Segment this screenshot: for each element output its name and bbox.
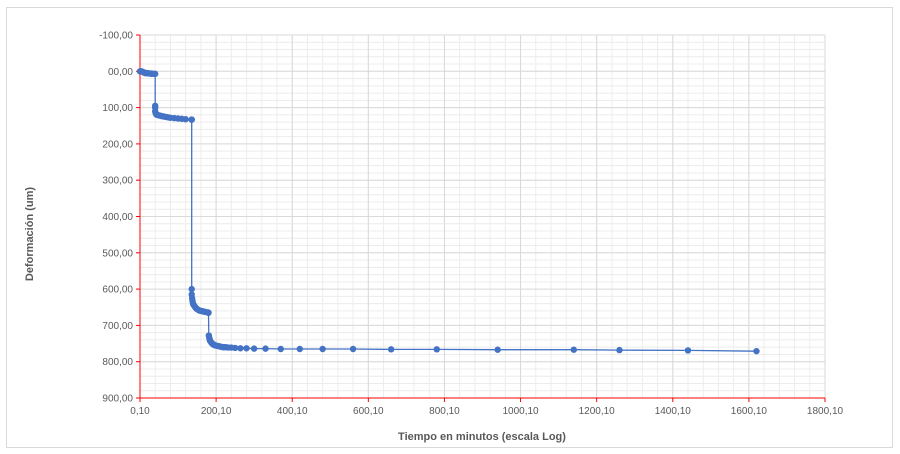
data-point (188, 116, 195, 123)
data-point (250, 345, 258, 352)
data-point (277, 345, 284, 353)
x-tick-label: 400,10 (277, 406, 308, 417)
data-point (753, 347, 760, 355)
data-point (188, 285, 195, 293)
data-point (237, 345, 244, 352)
y-tick-label: 300,00 (102, 176, 133, 187)
y-tick-label: -100,00 (99, 31, 133, 42)
grid (139, 34, 826, 399)
x-tick-label: 1800,10 (807, 406, 844, 417)
data-point (684, 347, 692, 354)
x-tick-label: 200,10 (201, 406, 232, 417)
x-tick-label: 800,10 (429, 406, 460, 417)
y-tick-label: 400,00 (102, 212, 133, 223)
x-tick-label: 0,10 (130, 406, 150, 417)
data-point (570, 346, 577, 353)
chart-frame (6, 7, 893, 448)
data-point (243, 345, 250, 352)
y-tick-label: 100,00 (102, 103, 133, 114)
y-tick-label: 00,00 (108, 67, 133, 78)
data-point (349, 345, 357, 353)
data-point (433, 346, 440, 353)
y-tick-label: 600,00 (102, 285, 133, 296)
data-point (262, 345, 269, 352)
y-tick-label: 800,00 (102, 357, 133, 368)
data-point (387, 346, 395, 353)
data-point (296, 345, 303, 353)
data-point (231, 344, 239, 352)
data-point (205, 309, 212, 316)
y-tick-label: 700,00 (102, 321, 133, 332)
axes (136, 34, 826, 402)
series (136, 68, 760, 355)
y-tick-label: 900,00 (102, 394, 133, 405)
tick-labels: -100,00 00,00 100,00 200,00 300,00 400,00 500,… (99, 31, 843, 418)
x-tick-label: 1200,10 (579, 406, 616, 417)
x-tick-label: 1400,10 (655, 406, 692, 417)
x-tick-label: 600,10 (353, 406, 384, 417)
y-tick-label: 200,00 (102, 139, 133, 150)
data-point (616, 346, 623, 354)
data-point (319, 345, 326, 353)
data-point (151, 70, 159, 78)
series-line (140, 70, 757, 352)
y-tick-label: 500,00 (102, 248, 133, 259)
x-axis-label: Tiempo en minutos (escala Log) (398, 431, 566, 443)
x-tick-label: 1000,10 (502, 406, 539, 417)
data-point (494, 346, 501, 353)
x-tick-label: 1600,10 (731, 406, 768, 417)
data-point (182, 116, 189, 123)
y-axis-label: Deformación (um) (24, 187, 36, 281)
